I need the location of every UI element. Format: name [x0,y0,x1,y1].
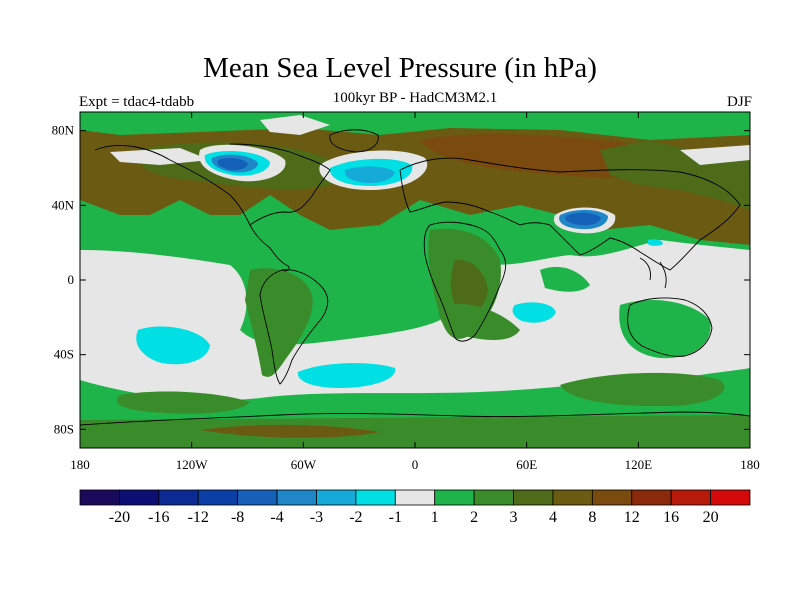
field-south-america [245,268,313,377]
lat-axis: 80N 40N 0 40S 80S [52,123,750,436]
colorbar-swatch [355,489,396,506]
colorbar-swatch [119,489,160,506]
lon-tick-label: 60W [291,457,317,472]
colorbar-label: -2 [349,509,362,526]
field-indian-ocean-green [540,266,590,292]
lat-tick-label: 80N [52,123,75,138]
field-na-low-core [217,157,248,171]
colorbar-label: 2 [470,509,478,526]
colorbar-swatch [158,489,199,506]
lon-tick-label: 60E [516,457,537,472]
colorbar-label: 3 [510,509,518,526]
colorbar-label: -8 [231,509,244,526]
field-arctic-grey-2 [110,148,210,165]
colorbar-swatch [591,489,633,506]
field-south-atlantic-cyan [297,363,396,388]
field-antarctic [80,415,750,448]
lat-tick-label: 0 [68,272,75,287]
colorbar-label: -4 [270,509,283,526]
colorbar: -20 -16 -12 -8 -4 -3 -2 -1 1 2 3 4 8 12 16 20 [79,489,751,526]
coast-antarctica [80,411,750,426]
colorbar-label: 16 [663,509,679,526]
lat-tick-label: 80S [54,421,74,436]
coast-africa [423,221,507,342]
colorbar-label: 12 [624,509,640,526]
colorbar-swatch [552,489,593,506]
colorbar-label: -16 [148,509,169,526]
field-arctic-green [80,112,750,140]
field-southern-ocean-olive-1 [560,372,725,407]
colorbar-label: -3 [310,509,323,526]
field-antarctic-brown [200,424,380,438]
field-west-pacific-cyan [648,239,663,246]
colorbar-label: -12 [188,509,209,526]
lon-tick-label: 120W [176,457,209,472]
colorbar-label: -20 [109,509,130,526]
colorbar-label: 20 [703,509,719,526]
lon-axis: 180 120W 60W 0 60E 120E 180 [70,112,760,472]
experiment-label: Expt = tdac4-tdabb [79,94,195,110]
colorbar-label: 1 [431,509,439,526]
field-arctic-grey-3 [680,145,750,165]
colorbar-swatch [79,489,120,506]
lon-tick-label: 120E [625,457,653,472]
colorbar-swatch [710,489,751,506]
field-south-africa [438,303,520,340]
colorbar-swatch [631,489,672,506]
lon-tick-label: 180 [70,457,90,472]
colorbar-swatch [276,489,317,506]
colorbar-swatch [434,489,475,506]
colorbar-swatch [197,489,239,506]
lat-tick-label: 40S [54,347,74,362]
pressure-field [80,112,750,448]
colorbar-swatch [237,489,278,506]
colorbar-swatch [394,489,436,506]
colorbar-label: 4 [549,509,557,526]
colorbar-label: 8 [588,509,596,526]
coast-southeast-asia [639,257,667,289]
colorbar-swatch [513,489,554,506]
coastlines [80,129,750,426]
chart-subtitle: 100kyr BP - HadCM3M2.1 [332,90,498,106]
colorbar-swatch [473,489,514,506]
field-south-pacific-cyan [136,326,210,365]
colorbar-label: -1 [389,509,402,526]
coast-north-america [94,143,331,272]
field-tibet-low-core [565,212,601,226]
field-indian-ocean-cyan [512,302,556,323]
colorbar-swatch [316,489,357,506]
field-africa-olive [450,259,488,317]
lat-tick-label: 40N [52,197,75,212]
colorbar-swatch [670,489,711,506]
field-arctic-grey-1 [260,115,330,135]
coast-south-america [259,269,329,385]
field-australia [619,300,711,359]
lon-tick-label: 180 [740,457,760,472]
season-label: DJF [726,94,752,110]
coast-australia [627,297,713,357]
coast-greenland [329,129,379,153]
lon-tick-label: 0 [412,457,419,472]
coast-eurasia [399,157,741,271]
chart-title: Mean Sea Level Pressure (in hPa) [203,52,597,84]
field-southern-ocean-olive-2 [116,391,250,414]
field-natl-low-blue [344,166,395,183]
